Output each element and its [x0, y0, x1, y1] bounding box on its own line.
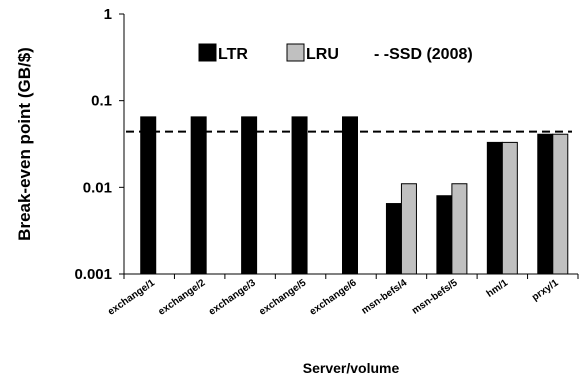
bar-ltr	[342, 116, 358, 275]
legend-swatch-ltr	[198, 43, 217, 62]
bar-ltr	[190, 116, 207, 275]
x-axis-title: Server/volume	[303, 360, 400, 376]
legend-label-ssd: - -SSD (2008)	[374, 46, 473, 63]
bar-ltr	[486, 141, 503, 275]
x-category-labels: exchange/1 exchange/2 exchange/3 exchange/5…	[106, 274, 579, 318]
bar-ltr	[436, 195, 453, 275]
x-category-label: msn-befs/4	[360, 277, 410, 317]
y-tick-label: 0.01	[83, 179, 112, 196]
x-category-label: exchange/1	[106, 277, 157, 318]
x-category-label: exchange/6	[308, 277, 359, 318]
bars-layer	[140, 116, 569, 275]
x-category-label: exchange/5	[257, 277, 308, 318]
x-category-label: exchange/3	[207, 277, 258, 318]
x-category-label: exchange/2	[156, 277, 207, 318]
x-category-label: hm/1	[485, 277, 511, 300]
bar-ltr	[241, 116, 258, 275]
y-axis-title: Break-even point (GB/$)	[15, 47, 34, 241]
bar-ltr	[385, 203, 402, 275]
legend-label-ltr: LTR	[218, 46, 248, 63]
bar-lru	[552, 133, 569, 275]
bar-lru	[400, 183, 417, 275]
bar-lru	[451, 183, 468, 275]
legend-swatch-lru	[286, 43, 305, 62]
y-tick-label: 1	[104, 6, 112, 23]
bar-ltr	[537, 133, 554, 275]
x-category-label: prxy/1	[530, 277, 561, 303]
bar-ltr	[291, 116, 308, 275]
bar-ltr	[140, 116, 157, 275]
y-tick-label: 0.001	[74, 266, 112, 283]
legend-label-lru: LRU	[306, 46, 339, 63]
y-ticks-layer: 1 0.1 0.01 0.001	[74, 6, 124, 283]
legend: LTR LRU - -SSD (2008)	[198, 43, 473, 63]
x-category-label: msn-befs/5	[410, 277, 460, 317]
y-tick-label: 0.1	[91, 93, 112, 110]
axes-layer	[123, 14, 578, 275]
bar-lru	[501, 141, 518, 275]
